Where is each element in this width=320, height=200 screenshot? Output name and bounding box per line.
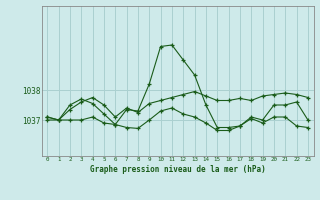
X-axis label: Graphe pression niveau de la mer (hPa): Graphe pression niveau de la mer (hPa) <box>90 165 266 174</box>
